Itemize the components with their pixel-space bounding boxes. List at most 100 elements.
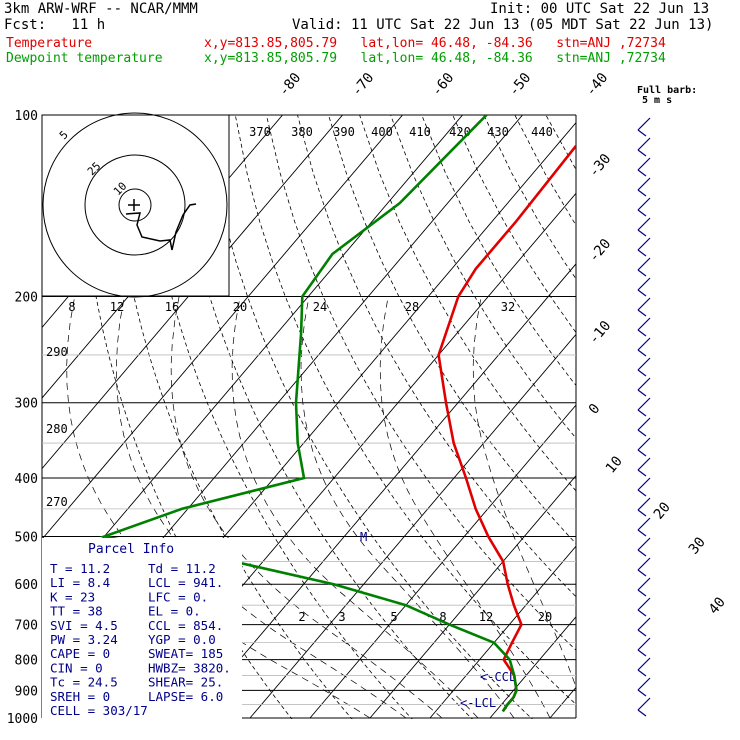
wind-barb-flag <box>637 329 647 337</box>
dry-adiabat-300 <box>234 115 576 705</box>
moist-adiabat-20 <box>379 296 551 719</box>
moist-adiabat-26 <box>472 296 576 689</box>
wind-barb-flag <box>637 609 647 617</box>
dewpoint-legend: Dewpoint temperature <box>6 51 163 66</box>
wind-barb <box>637 517 651 531</box>
wind-barb-flag <box>637 689 647 697</box>
pressure-label-400: 400 <box>15 472 38 487</box>
pressure-label-700: 700 <box>15 619 38 634</box>
wind-barb <box>637 597 651 611</box>
dry-adiabat-260 <box>110 115 353 719</box>
dry-adiabat-380 <box>483 115 576 280</box>
parcel-info-right-6: SWEAT= 185 <box>148 646 223 661</box>
wind-barb-flag <box>637 629 647 637</box>
wind-barb <box>637 617 651 631</box>
dry-adiabat-400 <box>545 115 576 171</box>
theta-label-370: 370 <box>249 125 271 139</box>
parcel-info-title: Parcel Info <box>88 542 174 557</box>
isotherm-label-0: 0 <box>586 401 604 418</box>
parcel-info-left-0: T = 11.2 <box>50 561 110 576</box>
isotherm-label-20: 20 <box>651 499 674 522</box>
wind-barb-flag <box>637 549 647 557</box>
hodograph-ring-10 <box>84 154 186 256</box>
pressure-label-500: 500 <box>15 530 38 545</box>
isotherm-10 <box>489 616 576 719</box>
wind-barb <box>637 197 651 211</box>
dry-adiabat-350 <box>390 115 576 439</box>
mixing-ratio-label-5: 5 <box>390 610 397 624</box>
m-annotation: M <box>360 530 367 544</box>
theta-label-380: 380 <box>291 125 313 139</box>
parcel-info-left-1: LI = 8.4 <box>50 575 110 590</box>
isotherm--100 <box>42 115 343 470</box>
wind-barb-flag <box>637 289 647 297</box>
theta-e-label-290: 290 <box>46 345 68 359</box>
model-title: 3km ARW-WRF -- NCAR/MMM <box>4 1 198 17</box>
wind-barb <box>637 177 651 191</box>
isotherm--20 <box>309 404 576 719</box>
wind-barb <box>637 377 651 391</box>
barb-note-line1: Full barb: <box>637 85 697 96</box>
wind-barb <box>637 277 651 291</box>
dry-adiabat-420 <box>608 115 740 731</box>
wind-scale-label-28: 28 <box>405 300 419 314</box>
wind-barb-flag <box>637 389 647 397</box>
isotherm-40 <box>670 115 740 718</box>
wind-barb-flag <box>637 189 647 197</box>
mixing-ratio-label-8: 8 <box>439 610 446 624</box>
dry-adiabat-280 <box>172 115 473 719</box>
isotherm-label-40: 40 <box>706 594 729 617</box>
pressure-label-800: 800 <box>15 654 38 669</box>
parcel-info-left-7: CIN = 0 <box>50 660 103 675</box>
isotherm-label--50: -50 <box>506 70 535 100</box>
wind-barb <box>637 337 651 351</box>
wind-barb-flag <box>637 489 647 497</box>
wind-barb <box>637 397 651 411</box>
moist-adiabat-32 <box>582 297 622 719</box>
wind-barb <box>637 637 651 651</box>
pressure-label-900: 900 <box>15 684 38 699</box>
wind-barb <box>637 457 651 471</box>
wind-barb-flag <box>637 709 647 717</box>
wind-barb-flag <box>637 369 647 377</box>
dry-adiabat-290 <box>203 115 533 719</box>
parcel-info-left-6: CAPE = 0 <box>50 646 110 661</box>
parcel-info-left-4: SVI = 4.5 <box>50 618 118 633</box>
moist-adiabat-14 <box>300 296 515 719</box>
parcel-info-right-8: SHEAR= 25. <box>148 675 223 690</box>
pressure-label-300: 300 <box>15 397 38 412</box>
parcel-info-left-9: SREH = 0 <box>50 689 110 704</box>
wind-barb <box>637 217 651 231</box>
isotherm-label--30: -30 <box>586 151 615 181</box>
moist-adiabat-8 <box>231 296 479 719</box>
theta-label-440: 440 <box>531 125 553 139</box>
dry-adiabat-430 <box>639 115 740 731</box>
parcel-info-right-2: LFC = 0. <box>148 589 208 604</box>
dry-adiabat-410 <box>577 115 740 731</box>
theta-label-420: 420 <box>449 125 471 139</box>
wind-barb-flag <box>637 409 647 417</box>
hodograph-ring-25 <box>42 112 228 298</box>
mixing-ratio-label-2: 2 <box>298 610 305 624</box>
pressure-label-100: 100 <box>15 109 38 124</box>
wind-barb-flag <box>637 149 647 157</box>
wind-barb-flag <box>637 449 647 457</box>
wind-barb-flag <box>637 529 647 537</box>
wind-barb-flag <box>637 589 647 597</box>
wind-barb <box>637 677 651 691</box>
wind-barb <box>637 317 651 331</box>
parcel-info-left-2: K = 23 <box>50 589 95 604</box>
dry-adiabat-440 <box>670 115 740 731</box>
temperature-location: x,y=813.85,805.79 lat,lon= 46.48, -84.36… <box>204 36 666 51</box>
wind-scale-label-20: 20 <box>233 300 247 314</box>
theta-e-label-280: 280 <box>46 422 68 436</box>
isotherm-label--20: -20 <box>586 236 615 266</box>
parcel-info-right-0: Td = 11.2 <box>148 561 216 576</box>
wind-barb-flag <box>637 349 647 357</box>
isotherm-label--80: -80 <box>276 70 305 100</box>
wind-scale-label-16: 16 <box>165 300 179 314</box>
isotherm-label--60: -60 <box>429 70 458 100</box>
hodograph-ring-5 <box>118 188 152 222</box>
theta-e-label-270: 270 <box>46 495 68 509</box>
